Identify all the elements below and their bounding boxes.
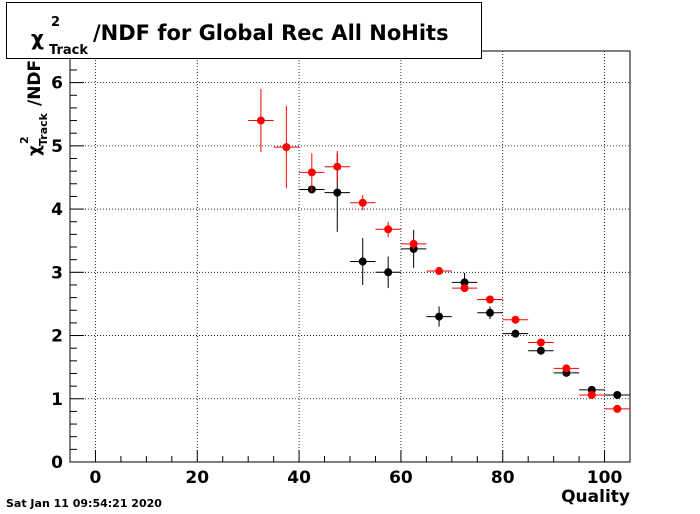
y-tick-label: 4 (51, 200, 63, 220)
red-data-point (613, 404, 622, 413)
red-data-point (307, 168, 316, 177)
x-tick-label: 20 (185, 468, 209, 488)
red-data-point (256, 116, 265, 125)
y-tick-label: 2 (51, 327, 63, 347)
x-axis-label: Quality (561, 487, 630, 507)
axis-ticks (69, 56, 631, 463)
grid-lines (70, 51, 630, 463)
chart-title-box: χ 2 Track /NDF for Global Rec All NoHits (6, 2, 482, 59)
x-tick-label: 40 (287, 468, 311, 488)
x-tick-label: 100 (587, 468, 623, 488)
black-data-point (460, 278, 469, 287)
x-tick-label: 80 (491, 468, 515, 488)
red-data-point (562, 364, 571, 373)
red-data-point (358, 198, 367, 207)
red-data-point (333, 162, 342, 171)
red-data-point (587, 390, 596, 399)
x-tick-label: 0 (90, 468, 102, 488)
tick-labels: 0 20 40 60 80 100 0 1 2 3 4 5 6 (51, 74, 622, 488)
red-data-point (511, 315, 520, 324)
black-data-point (613, 390, 622, 399)
black-data-point (486, 308, 494, 317)
red-data-point (384, 225, 393, 234)
black-data-point (358, 257, 367, 266)
y-label-sub: Track (37, 112, 50, 146)
y-tick-label: 0 (51, 453, 63, 473)
y-label-rest: /NDF (25, 60, 45, 106)
red-data-point (409, 239, 418, 248)
red-data-point (435, 267, 444, 276)
title-chi: χ (31, 26, 44, 50)
y-tick-label: 1 (51, 390, 63, 410)
red-data-point (460, 284, 469, 293)
title-rest: /NDF for Global Rec All NoHits (93, 21, 449, 45)
y-label-chi: χ (25, 145, 45, 156)
y-tick-label: 3 (51, 263, 63, 283)
title-sup: 2 (51, 15, 60, 30)
y-axis-label: χ2 Track/NDF (18, 60, 50, 156)
y-label-group: χ2 Track/NDF (18, 60, 50, 156)
x-tick-label: 60 (389, 468, 413, 488)
chart-title: χ 2 Track /NDF for Global Rec All NoHits (31, 15, 449, 58)
y-tick-label: 5 (51, 137, 63, 157)
red-data-point (486, 295, 494, 304)
data-marks (248, 88, 630, 413)
y-tick-label: 6 (51, 74, 63, 94)
red-data-point (282, 143, 291, 152)
red-data-point (536, 338, 545, 347)
black-data-point (536, 346, 545, 355)
y-label-sup: 2 (18, 136, 31, 144)
black-data-point (333, 188, 342, 197)
timestamp: Sat Jan 11 09:54:21 2020 (6, 497, 162, 510)
plot-frame (69, 50, 631, 463)
title-sub: Track (49, 43, 88, 58)
black-data-point (435, 312, 444, 321)
axes-box (69, 50, 631, 463)
black-data-point (384, 268, 393, 277)
black-data-point (511, 329, 520, 338)
